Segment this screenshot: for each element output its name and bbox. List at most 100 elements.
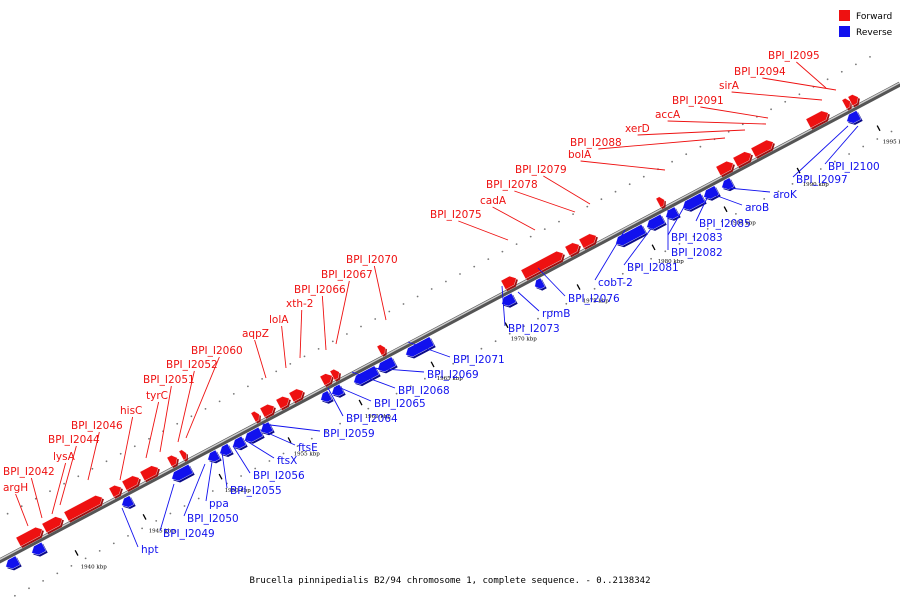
forward-gene-label[interactable]: BPI_I2051: [143, 374, 195, 386]
forward-gene-label[interactable]: sirA: [719, 80, 740, 92]
forward-gene-arrow[interactable]: [578, 233, 597, 249]
reverse-gene-label[interactable]: BPI_I2082: [671, 247, 723, 259]
forward-gene-arrow[interactable]: [715, 160, 734, 176]
reverse-gene-label[interactable]: aroB: [745, 202, 769, 214]
forward-gene-arrow[interactable]: [250, 411, 260, 423]
reverse-gene-arrow[interactable]: [377, 356, 397, 373]
forward-gene-label[interactable]: BPI_I2091: [672, 95, 724, 107]
forward-gene-label[interactable]: tyrC: [146, 390, 168, 402]
forward-gene-label[interactable]: BPI_I2070: [346, 254, 398, 266]
forward-gene-arrow[interactable]: [166, 455, 178, 467]
forward-gene-arrow[interactable]: [805, 110, 829, 129]
reverse-gene-label[interactable]: BPI_I2076: [568, 293, 620, 305]
reverse-gene-label[interactable]: ftsX: [277, 455, 297, 467]
reverse-gene-arrow[interactable]: [232, 435, 247, 449]
reverse-gene-arrow[interactable]: [682, 192, 706, 211]
reverse-gene-arrow[interactable]: [405, 336, 435, 358]
reverse-gene-label[interactable]: BPI_I2071: [453, 354, 505, 366]
forward-gene-label[interactable]: BPI_I2095: [768, 50, 820, 62]
reverse-gene-label[interactable]: BPI_I2050: [187, 513, 239, 525]
forward-gene-label[interactable]: argH: [3, 482, 28, 494]
forward-gene-arrow[interactable]: [41, 516, 63, 533]
forward-gene-arrow[interactable]: [275, 396, 290, 409]
forward-gene-label[interactable]: accA: [655, 109, 681, 121]
reverse-gene-label[interactable]: BPI_I2055: [230, 485, 282, 497]
reverse-gene-arrow[interactable]: [534, 277, 546, 290]
forward-gene-label[interactable]: BPI_I2067: [321, 269, 373, 281]
reverse-gene-label[interactable]: BPI_I2049: [163, 528, 215, 540]
reverse-gene-label[interactable]: BPI_I2100: [828, 161, 880, 173]
forward-gene-label[interactable]: BPI_I2044: [48, 434, 100, 446]
reverse-gene-label[interactable]: BPI_I2085: [699, 218, 751, 230]
reverse-gene-label[interactable]: BPI_I2081: [627, 262, 679, 274]
forward-gene-arrow[interactable]: [564, 242, 580, 256]
reverse-gene-label[interactable]: ftsE: [298, 442, 318, 454]
forward-gene-arrow[interactable]: [108, 485, 122, 498]
forward-gene-label[interactable]: BPI_I2052: [166, 359, 218, 371]
forward-gene-arrow[interactable]: [121, 475, 140, 491]
forward-gene-label[interactable]: BPI_I2060: [191, 345, 243, 357]
forward-gene-label[interactable]: BPI_I2079: [515, 164, 567, 176]
forward-gene-label[interactable]: BPI_I2094: [734, 66, 786, 78]
reverse-gene-label[interactable]: BPI_I2069: [427, 369, 479, 381]
forward-gene-arrow[interactable]: [500, 275, 517, 290]
forward-gene-arrow[interactable]: [329, 368, 340, 381]
forward-gene-label[interactable]: bolA: [568, 149, 592, 161]
reverse-gene-arrow[interactable]: [846, 110, 862, 124]
forward-gene-label[interactable]: BPI_I2046: [71, 420, 123, 432]
reverse-gene-label[interactable]: BPI_I2068: [398, 385, 450, 397]
reverse-gene-arrow[interactable]: [219, 443, 233, 456]
forward-gene-arrow[interactable]: [732, 151, 752, 167]
reverse-gene-label[interactable]: cobT-2: [598, 277, 633, 289]
forward-gene-label[interactable]: xth-2: [286, 298, 313, 310]
reverse-gene-label[interactable]: ppa: [209, 498, 229, 510]
reverse-gene-label[interactable]: rpmB: [542, 308, 570, 320]
forward-gene-arrow[interactable]: [259, 404, 275, 418]
reverse-gene-arrow[interactable]: [5, 555, 21, 570]
reverse-gene-arrow[interactable]: [501, 292, 517, 307]
forward-gene-label[interactable]: xerD: [625, 123, 650, 135]
forward-gene-arrow[interactable]: [319, 373, 333, 386]
reverse-gene-label[interactable]: BPI_I2064: [346, 413, 398, 425]
forward-gene-label[interactable]: BPI_I2075: [430, 209, 482, 221]
forward-gene-label[interactable]: BPI_I2088: [570, 137, 622, 149]
reverse-gene-label[interactable]: BPI_I2065: [374, 398, 426, 410]
reverse-gene-label[interactable]: BPI_I2059: [323, 428, 375, 440]
reverse-gene-label[interactable]: aroK: [773, 189, 798, 201]
reverse-gene-label[interactable]: hpt: [141, 544, 158, 556]
reverse-gene-label[interactable]: BPI_I2073: [508, 323, 560, 335]
forward-gene-arrow[interactable]: [15, 526, 43, 547]
forward-gene-label[interactable]: BPI_I2042: [3, 466, 55, 478]
forward-gene-arrow[interactable]: [655, 196, 665, 208]
reverse-gene-arrow[interactable]: [31, 541, 47, 556]
forward-gene-label[interactable]: aqpZ: [242, 328, 269, 340]
reverse-gene-arrow[interactable]: [207, 449, 221, 463]
reverse-gene-arrow[interactable]: [331, 384, 345, 397]
forward-gene-arrow[interactable]: [178, 449, 187, 461]
reverse-gene-arrow[interactable]: [721, 177, 735, 190]
reverse-gene-arrow[interactable]: [244, 426, 264, 443]
forward-gene-label[interactable]: lysA: [53, 451, 76, 463]
forward-gene-arrow[interactable]: [63, 495, 103, 522]
forward-gene-label[interactable]: BPI_I2078: [486, 179, 538, 191]
forward-gene-arrow[interactable]: [841, 98, 851, 110]
reverse-gene-arrow[interactable]: [171, 464, 194, 482]
reverse-gene-arrow[interactable]: [646, 214, 666, 230]
reverse-gene-arrow[interactable]: [320, 390, 333, 403]
forward-gene-label[interactable]: BPI_I2066: [294, 284, 346, 296]
forward-gene-label[interactable]: cadA: [480, 195, 507, 207]
reverse-gene-arrow[interactable]: [121, 495, 135, 508]
reverse-gene-arrow[interactable]: [353, 365, 380, 385]
forward-gene-arrow[interactable]: [520, 250, 564, 280]
forward-gene-arrow[interactable]: [139, 465, 159, 481]
forward-gene-arrow[interactable]: [847, 94, 859, 106]
forward-gene-label[interactable]: hisC: [120, 405, 142, 417]
forward-gene-arrow[interactable]: [288, 388, 304, 403]
reverse-gene-label[interactable]: BPI_I2083: [671, 232, 723, 244]
reverse-gene-label[interactable]: BPI_I2097: [796, 174, 848, 186]
reverse-gene-label[interactable]: BPI_I2056: [253, 470, 305, 482]
forward-gene-arrow[interactable]: [376, 344, 386, 356]
forward-gene-label[interactable]: lolA: [269, 314, 289, 326]
reverse-gene-arrow[interactable]: [665, 206, 680, 220]
forward-gene-arrow[interactable]: [750, 139, 774, 158]
